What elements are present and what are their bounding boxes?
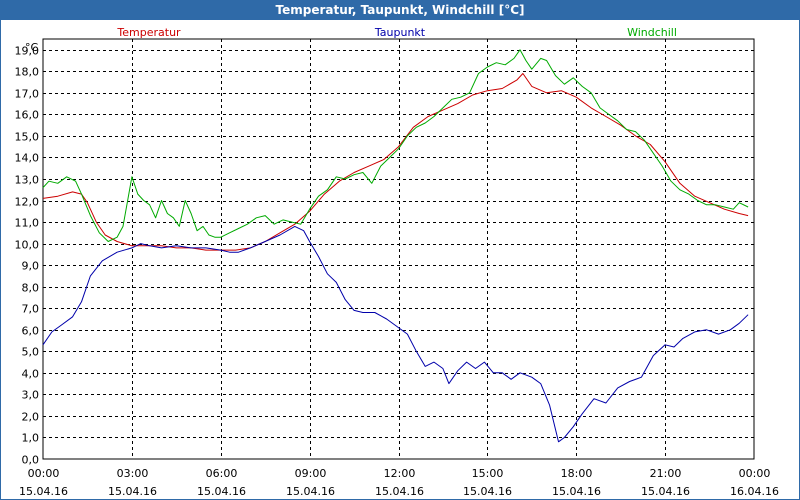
plot-border (42, 38, 755, 460)
y-tick-label: 0,0 (22, 454, 40, 467)
legend-item-temperatur: Temperatur (116, 26, 181, 39)
x-tick-label-date: 15.04.16 (641, 485, 690, 498)
x-tick-label-date: 15.04.16 (552, 485, 601, 498)
y-tick-label: 19,0 (15, 45, 40, 58)
y-tick-label: 6,0 (22, 325, 40, 338)
x-tick-label-time: 18:00 (561, 467, 593, 480)
y-tick-label: 16,0 (15, 109, 40, 122)
axis-labels: 0,0 1,0 2,0 3,0 4,0 5,0 6,0 7,0 8,0 9,0 10,0 11,0 12… (15, 41, 779, 498)
y-tick-label: 11,0 (15, 217, 40, 230)
x-tick-label-date: 15.04.16 (375, 485, 424, 498)
x-tick-label-time: 21:00 (650, 467, 682, 480)
x-tick-label-date: 15.04.16 (108, 485, 157, 498)
y-tick-label: 12,0 (15, 196, 40, 209)
y-tick-label: 3,0 (22, 389, 40, 402)
x-tick-label-time: 03:00 (117, 467, 149, 480)
x-tick-label-time: 15:00 (472, 467, 504, 480)
y-axis-label: °C (25, 41, 39, 54)
series-line-temperatur (42, 73, 749, 251)
x-tick-label-time: 09:00 (295, 467, 327, 480)
x-tick-label-date: 15.04.16 (463, 485, 512, 498)
y-tick-label: 9,0 (22, 260, 40, 273)
y-tick-label: 15,0 (15, 131, 40, 144)
legend-item-windchill: Windchill (627, 26, 677, 39)
x-tick-label-date: 15.04.16 (19, 485, 68, 498)
x-tick-label-time: 06:00 (206, 467, 238, 480)
window-title: Temperatur, Taupunkt, Windchill [°C] (1, 1, 799, 20)
y-tick-label: 14,0 (15, 152, 40, 165)
y-tick-label: 1,0 (22, 432, 40, 445)
y-tick-label: 5,0 (22, 346, 40, 359)
x-tick-label-time: 00:00 (739, 467, 771, 480)
y-tick-label: 13,0 (15, 174, 40, 187)
series-line-windchill (42, 49, 749, 242)
y-tick-label: 4,0 (22, 368, 40, 381)
series-layer (42, 49, 749, 443)
y-tick-label: 7,0 (22, 303, 40, 316)
legend-item-taupunkt: Taupunkt (374, 26, 426, 39)
y-tick-label: 10,0 (15, 239, 40, 252)
series-line-taupunkt (42, 225, 749, 443)
x-tick-label-date: 15.04.16 (286, 485, 335, 498)
legend: Temperatur Taupunkt Windchill (116, 26, 677, 39)
grid (43, 39, 754, 459)
x-tick-label-date: 15.04.16 (197, 485, 246, 498)
y-tick-label: 8,0 (22, 282, 40, 295)
x-tick-label-date: 16.04.16 (730, 485, 779, 498)
x-tick-label-time: 12:00 (384, 467, 416, 480)
y-tick-label: 17,0 (15, 88, 40, 101)
y-tick-label: 2,0 (22, 411, 40, 424)
y-tick-label: 18,0 (15, 66, 40, 79)
x-tick-label-time: 00:00 (28, 467, 60, 480)
